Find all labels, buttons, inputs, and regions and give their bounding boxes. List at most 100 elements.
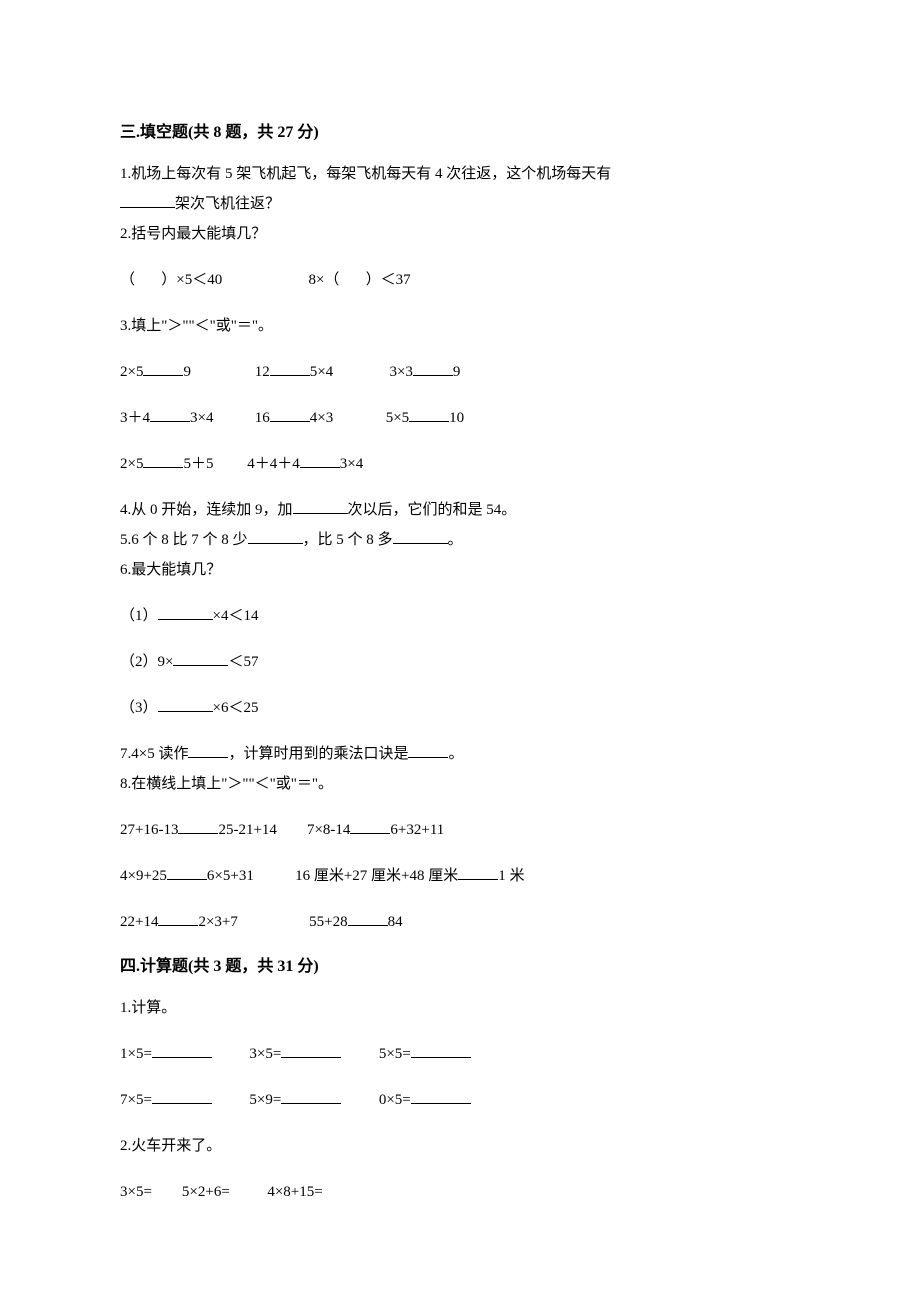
gap — [120, 634, 800, 650]
gap — [120, 344, 800, 360]
q5: 5.6 个 8 比 7 个 8 少，比 5 个 8 多。 — [120, 528, 800, 552]
q8r1a: 27+16-13 — [120, 822, 178, 838]
q4: 4.从 0 开始，连续加 9，加 次以后，它们的和是 54。 — [120, 498, 800, 522]
q3r3d: 3×4 — [340, 456, 363, 472]
q3r1a: 2×5 — [120, 364, 143, 380]
blank — [348, 911, 388, 926]
blank — [167, 865, 207, 880]
blank — [409, 407, 449, 422]
blank — [293, 499, 348, 514]
blank — [152, 1089, 212, 1104]
q3-row2: 3＋43×4 164×3 5×510 — [120, 406, 800, 430]
q4a: 4.从 0 开始，连续加 9，加 — [120, 502, 293, 518]
q6-2a: （2）9× — [120, 654, 173, 670]
q2r1-b: 8×（ ）＜37 — [308, 272, 410, 288]
q6-1a: （1） — [120, 608, 158, 624]
blank — [158, 911, 198, 926]
q3-row1: 2×59 125×4 3×39 — [120, 360, 800, 384]
blank — [158, 697, 213, 712]
q5b: ，比 5 个 8 多 — [303, 532, 393, 548]
q2r1-a: （ ）×5＜40 — [120, 272, 222, 288]
gap — [120, 1072, 800, 1088]
gap — [120, 390, 800, 406]
q3r2a: 3＋4 — [120, 410, 150, 426]
q6-2: （2）9× ＜57 — [120, 650, 800, 674]
section4-heading: 四.计算题(共 3 题，共 31 分) — [120, 952, 800, 976]
q6-3a: （3） — [120, 700, 158, 716]
s4q1r2c: 0×5= — [379, 1092, 411, 1108]
s4-q1-row2: 7×5= 5×9= 0×5= — [120, 1088, 800, 1112]
blank — [281, 1089, 341, 1104]
gap — [120, 1026, 800, 1042]
q3r2d: 4×3 — [310, 410, 333, 426]
blank — [248, 529, 303, 544]
gap — [120, 436, 800, 452]
blank — [411, 1043, 471, 1058]
s4q2r1b: 5×2+6= — [182, 1184, 230, 1200]
q3: 3.填上"＞""＜"或"＝"。 — [120, 314, 800, 338]
gap — [120, 1164, 800, 1180]
blank — [150, 407, 190, 422]
gap — [120, 1118, 800, 1134]
q1-blank — [120, 193, 175, 208]
q6-2b: ＜57 — [228, 654, 258, 670]
q8-row1: 27+16-1325-21+14 7×8-146+32+11 — [120, 818, 800, 842]
q3r2e: 5×5 — [386, 410, 409, 426]
blank — [393, 529, 448, 544]
q3r3b: 5＋5 — [183, 456, 213, 472]
q8r1d: 6+32+11 — [390, 822, 444, 838]
q5c: 。 — [448, 532, 463, 548]
q6-3b: ×6＜25 — [213, 700, 259, 716]
q4b: 次以后，它们的和是 54。 — [348, 502, 517, 518]
q3r3a: 2×5 — [120, 456, 143, 472]
q8r3b: 2×3+7 — [198, 914, 237, 930]
q3r2f: 10 — [449, 410, 464, 426]
blank — [458, 865, 498, 880]
q8r3d: 84 — [388, 914, 403, 930]
q7c: 。 — [448, 746, 463, 762]
gap — [120, 298, 800, 314]
q8r2a: 4×9+25 — [120, 868, 167, 884]
q8r1b: 25-21+14 — [218, 822, 276, 838]
blank — [188, 743, 228, 758]
q3r1b: 9 — [183, 364, 191, 380]
blank — [408, 743, 448, 758]
q1-text-b: 架次飞机往返？ — [175, 196, 280, 212]
blank — [411, 1089, 471, 1104]
s4-q2: 2.火车开来了。 — [120, 1134, 800, 1158]
q3r1f: 9 — [453, 364, 461, 380]
q6: 6.最大能填几？ — [120, 558, 800, 582]
q3r2c: 16 — [255, 410, 270, 426]
q3r3c: 4＋4＋4 — [247, 456, 300, 472]
q3r1e: 3×3 — [389, 364, 412, 380]
gap — [120, 482, 800, 498]
q8: 8.在横线上填上"＞""＜"或"＝"。 — [120, 772, 800, 796]
q3r1c: 12 — [255, 364, 270, 380]
s4-q1-row1: 1×5= 3×5= 5×5= — [120, 1042, 800, 1066]
blank — [350, 819, 390, 834]
q6-1: （1）×4＜14 — [120, 604, 800, 628]
gap — [120, 726, 800, 742]
gap — [120, 588, 800, 604]
gap — [120, 894, 800, 910]
q7: 7.4×5 读作，计算时用到的乘法口诀是。 — [120, 742, 800, 766]
gap — [120, 680, 800, 696]
blank — [143, 361, 183, 376]
s4q1r1a: 1×5= — [120, 1046, 152, 1062]
blank — [158, 605, 213, 620]
blank — [270, 407, 310, 422]
q6-3: （3） ×6＜25 — [120, 696, 800, 720]
blank — [413, 361, 453, 376]
q8r2c: 16 厘米+27 厘米+48 厘米 — [295, 868, 458, 884]
q8-row3: 22+142×3+7 55+2884 — [120, 910, 800, 934]
gap — [120, 252, 800, 268]
q8-row2: 4×9+256×5+31 16 厘米+27 厘米+48 厘米1 米 — [120, 864, 800, 888]
s4q1r2b: 5×9= — [249, 1092, 281, 1108]
blank — [281, 1043, 341, 1058]
q2: 2.括号内最大能填几？ — [120, 222, 800, 246]
q8r3c: 55+28 — [309, 914, 347, 930]
q8r2b: 6×5+31 — [207, 868, 254, 884]
blank — [152, 1043, 212, 1058]
blank — [270, 361, 310, 376]
blank — [178, 819, 218, 834]
